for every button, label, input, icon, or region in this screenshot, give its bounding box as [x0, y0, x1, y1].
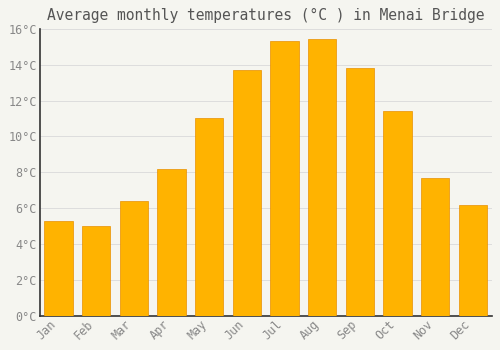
- Bar: [44, 221, 72, 316]
- Bar: [421, 178, 450, 316]
- Bar: [458, 205, 487, 316]
- Bar: [232, 70, 261, 316]
- Bar: [158, 169, 186, 316]
- Bar: [270, 41, 298, 316]
- Bar: [195, 118, 224, 316]
- Bar: [384, 111, 411, 316]
- Title: Average monthly temperatures (°C ) in Menai Bridge: Average monthly temperatures (°C ) in Me…: [47, 8, 484, 23]
- Bar: [346, 68, 374, 316]
- Bar: [308, 40, 336, 316]
- Bar: [120, 201, 148, 316]
- Bar: [82, 226, 110, 316]
